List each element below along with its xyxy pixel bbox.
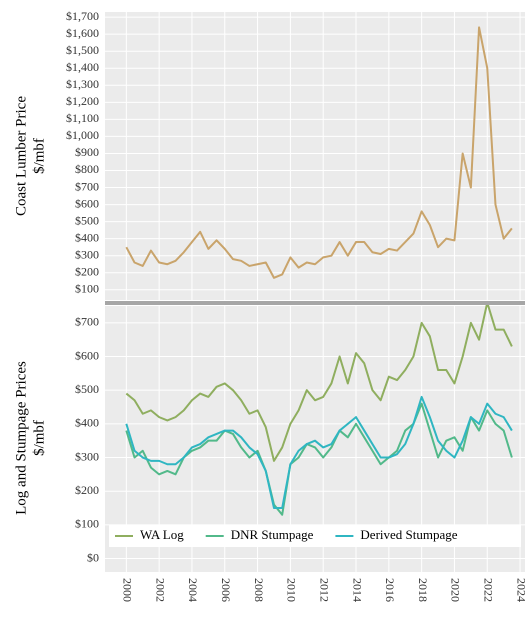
x-tick-label: 2008 [252, 578, 266, 602]
y-tick-label: $1,600 [66, 26, 99, 40]
x-tick-label: 2002 [153, 578, 167, 602]
y-tick-label: $200 [75, 483, 99, 497]
y-tick-label: $300 [75, 247, 99, 261]
legend-label: DNR Stumpage [231, 527, 314, 542]
y-tick-label: $900 [75, 145, 99, 159]
legend: WA Log DNR Stumpage Derived Stumpage [109, 525, 521, 547]
legend-label: WA Log [140, 527, 184, 542]
y-tick-label: $600 [75, 348, 99, 362]
series-line [125, 26, 513, 279]
series-line [125, 301, 513, 462]
y-tick-label: $100 [75, 282, 99, 296]
y-tick-label: $1,000 [66, 128, 99, 142]
y-tick-label: $600 [75, 196, 99, 210]
x-tick-label: 2010 [285, 578, 299, 602]
x-tick-label: 2014 [350, 578, 364, 602]
series-line [125, 402, 513, 516]
y-axis-title: Coast Lumber Price [13, 96, 29, 216]
y-tick-label: $200 [75, 264, 99, 278]
x-tick-label: 2018 [416, 578, 430, 602]
y-tick-label: $300 [75, 449, 99, 463]
y-tick-label: $0 [87, 550, 99, 564]
y-tick-label: $700 [75, 179, 99, 193]
y-axis-title: $/mbf [31, 420, 47, 456]
y-tick-label: $1,400 [66, 60, 99, 74]
x-tick-label: 2006 [219, 578, 233, 602]
y-axis-title: Log and Stumpage Prices [13, 361, 29, 515]
panel-divider [105, 301, 525, 305]
y-tick-label: $1,100 [66, 111, 99, 125]
x-tick-label: 2000 [121, 578, 135, 602]
y-tick-label: $1,500 [66, 43, 99, 57]
y-tick-label: $1,700 [66, 9, 99, 23]
y-tick-label: $100 [75, 517, 99, 531]
y-axis-title: $/mbf [31, 138, 47, 174]
plot-background [105, 12, 525, 300]
y-tick-label: $400 [75, 230, 99, 244]
y-tick-label: $800 [75, 162, 99, 176]
legend-label: Derived Stumpage [360, 527, 457, 542]
y-tick-label: $700 [75, 315, 99, 329]
x-tick-label: 2012 [317, 578, 331, 602]
y-tick-label: $400 [75, 416, 99, 430]
x-tick-label: 2004 [186, 578, 200, 602]
x-tick-label: 2022 [482, 578, 496, 602]
y-tick-label: $1,200 [66, 94, 99, 108]
y-tick-label: $1,300 [66, 77, 99, 91]
y-tick-label: $500 [75, 213, 99, 227]
x-tick-label: 2020 [449, 578, 463, 602]
x-tick-label: 2024 [514, 578, 525, 602]
legend-background [109, 525, 521, 547]
series-line [125, 395, 513, 510]
y-tick-label: $500 [75, 382, 99, 396]
x-tick-label: 2016 [383, 578, 397, 602]
